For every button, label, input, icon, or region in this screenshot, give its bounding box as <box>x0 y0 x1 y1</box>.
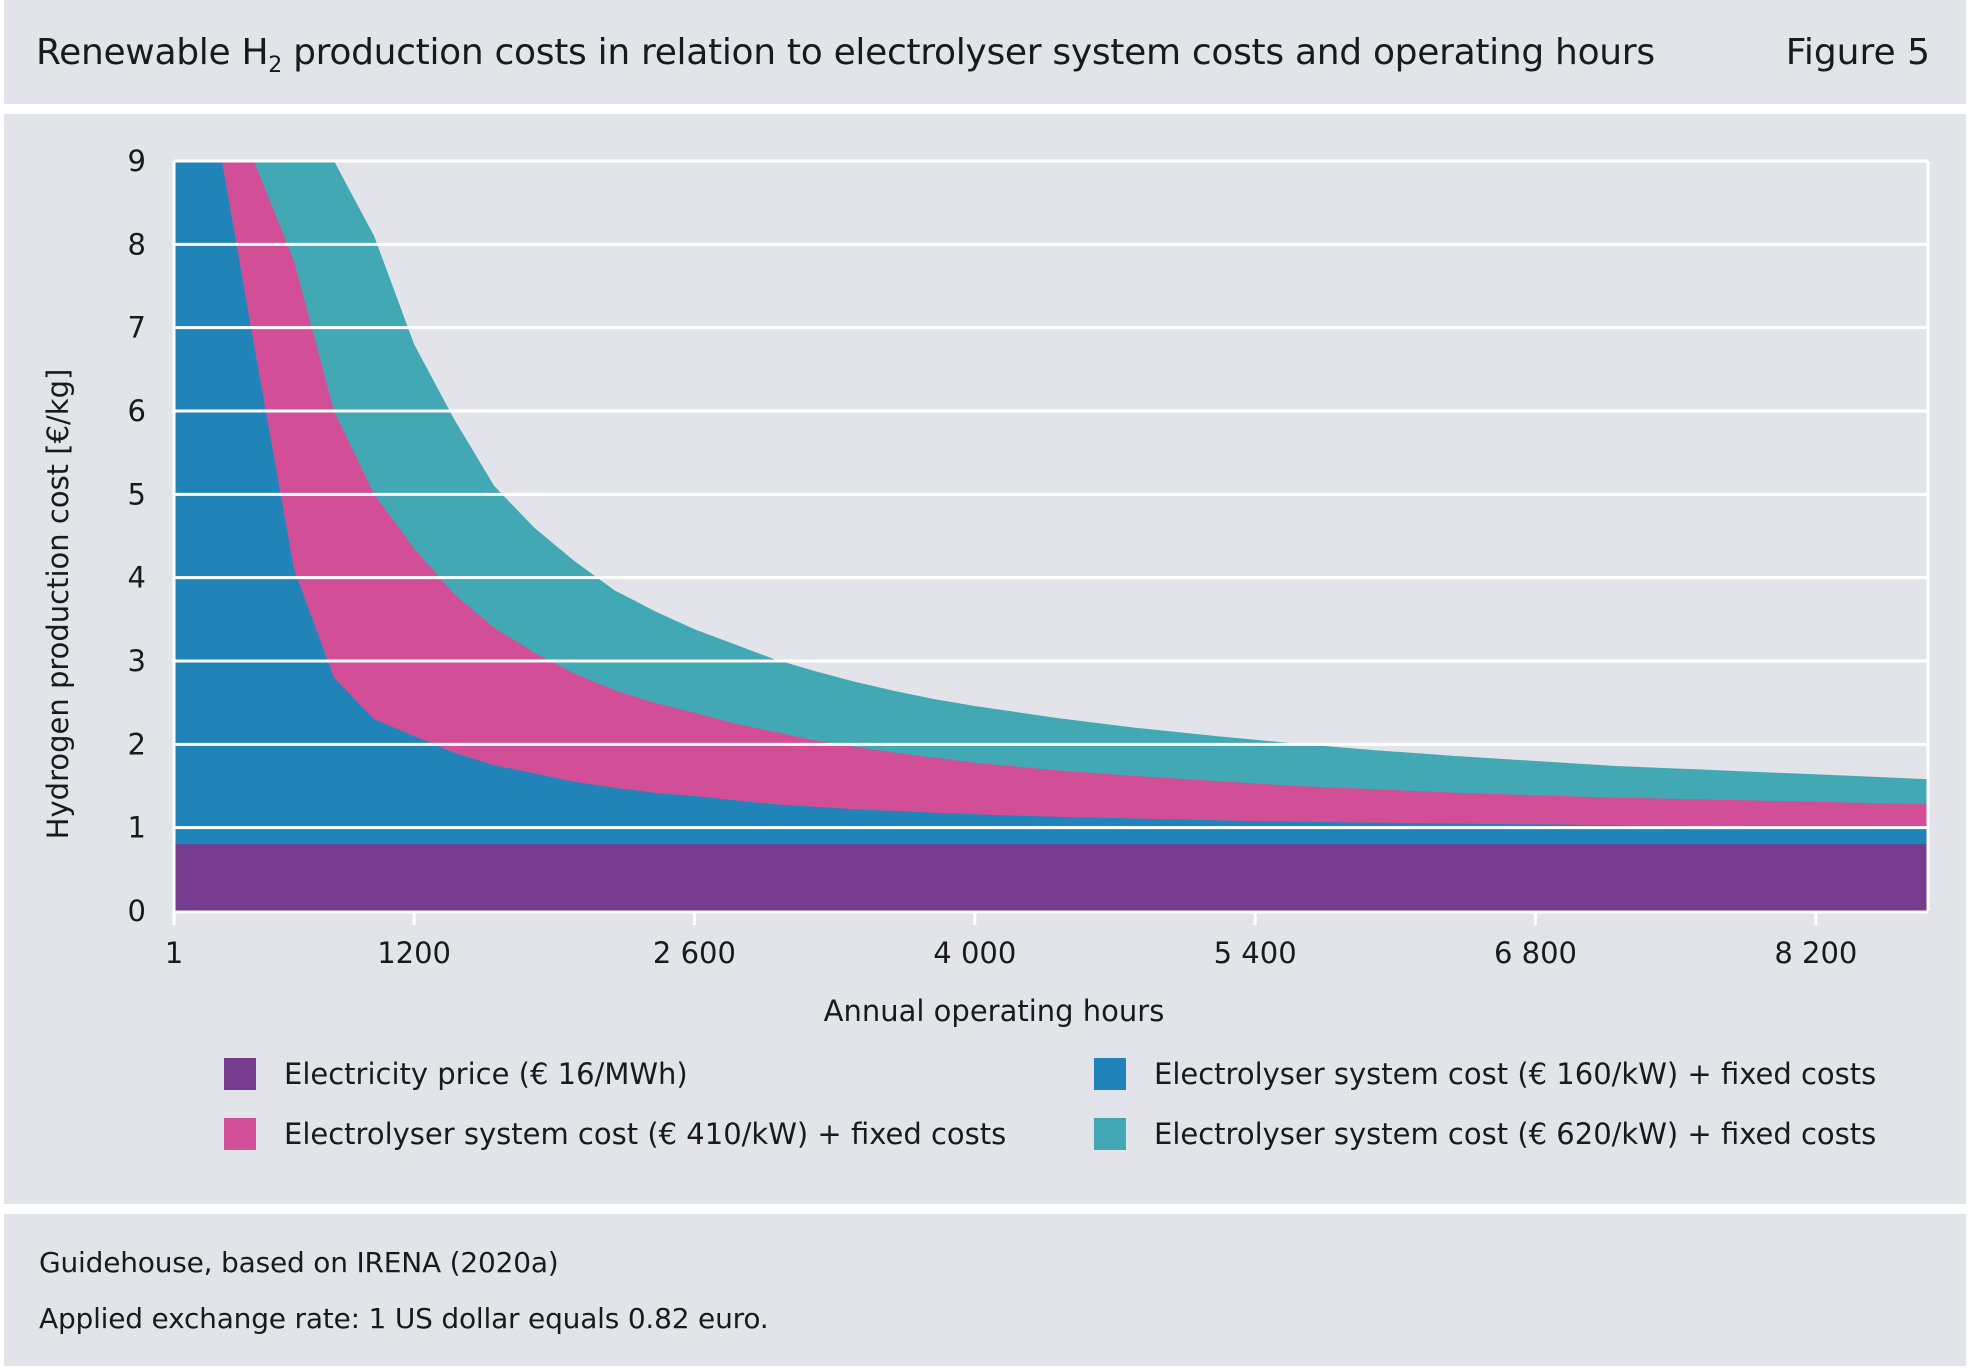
x-tick-label: 6 800 <box>1494 936 1577 970</box>
x-tick-label: 1 <box>165 936 183 970</box>
legend-label: Electrolyser system cost (€ 410/kW) + fi… <box>284 1117 1006 1151</box>
x-axis-label: Annual operating hours <box>824 994 1165 1028</box>
chart-title-text: Renewable H <box>36 32 269 73</box>
legend-swatch-sys620 <box>1094 1118 1126 1150</box>
chart-title-subscript: 2 <box>268 53 282 79</box>
legend-label: Electrolyser system cost (€ 620/kW) + fi… <box>1154 1117 1876 1151</box>
x-tick-labels: 1 1200 2 600 4 000 5 400 6 800 8 200 <box>165 911 1857 970</box>
legend-swatch-electricity <box>224 1058 256 1090</box>
y-tick-label: 4 <box>128 561 146 595</box>
x-tick-label: 5 400 <box>1214 936 1297 970</box>
series-areas <box>174 161 1928 911</box>
figure-label: Figure 5 <box>1785 32 1930 73</box>
legend-label: Electricity price (€ 16/MWh) <box>284 1057 688 1091</box>
x-tick-label: 4 000 <box>933 936 1016 970</box>
legend: Electricity price (€ 16/MWh) Electrolyser… <box>224 1057 1876 1151</box>
series-area-electricity <box>174 844 1928 911</box>
series-area-sys410 <box>174 161 1928 911</box>
axes <box>172 161 1928 914</box>
gridlines <box>174 159 1930 911</box>
y-tick-label: 9 <box>128 144 146 178</box>
y-axis-label: Hydrogen production cost [€/kg] <box>41 369 75 840</box>
x-tick-label: 2 600 <box>653 936 736 970</box>
y-tick-label: 7 <box>128 311 146 345</box>
figure-footer: Guidehouse, based on IRENA (2020a) Appli… <box>4 1214 1966 1366</box>
x-tick-label: 8 200 <box>1774 936 1857 970</box>
legend-swatch-sys160 <box>1094 1058 1126 1090</box>
y-tick-label: 2 <box>128 727 146 761</box>
legend-swatch-sys410 <box>224 1118 256 1150</box>
source-note: Guidehouse, based on IRENA (2020a) <box>39 1246 559 1279</box>
y-tick-label: 5 <box>128 477 146 511</box>
y-tick-labels: 0 1 2 3 4 5 6 7 8 9 <box>128 144 146 928</box>
y-tick-label: 0 <box>128 894 146 928</box>
chart-title: Renewable H2 production costs in relatio… <box>36 32 1655 78</box>
chart-title-text-rest: production costs in relation to electrol… <box>281 32 1655 73</box>
y-tick-label: 8 <box>128 227 146 261</box>
x-tick-label: 1200 <box>377 936 451 970</box>
figure-header: Renewable H2 production costs in relatio… <box>4 0 1966 104</box>
y-tick-label: 1 <box>128 811 146 845</box>
y-tick-label: 3 <box>128 644 146 678</box>
exchange-rate-note: Applied exchange rate: 1 US dollar equal… <box>39 1302 769 1335</box>
series-area-sys160 <box>174 161 1928 911</box>
y-tick-label: 6 <box>128 394 146 428</box>
legend-label: Electrolyser system cost (€ 160/kW) + fi… <box>1154 1057 1876 1091</box>
